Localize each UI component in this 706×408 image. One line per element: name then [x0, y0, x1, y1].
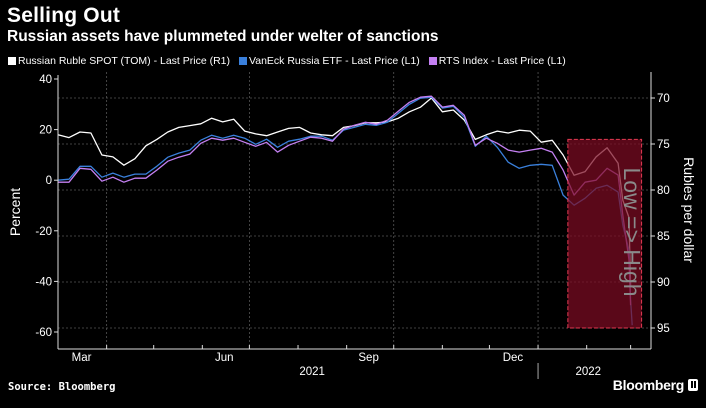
x-tick-label: Mar [72, 352, 92, 364]
y-left-tick-label: 40 [39, 74, 52, 86]
legend-item-etf: VanEck Russia ETF - Last Price (L1) [239, 55, 420, 67]
series-line-etf [57, 96, 633, 326]
chart-subtitle: Russian assets have plummeted under welt… [7, 28, 439, 45]
x-tick-label: Sep [358, 352, 378, 364]
legend: Russian Ruble SPOT (TOM) - Last Price (R… [8, 55, 566, 67]
y-left-tick-label: 0 [46, 175, 52, 187]
y-left-tick-label: -40 [35, 276, 52, 288]
bloomberg-mark-icon [688, 379, 698, 391]
x-tick-label: Jun [215, 352, 234, 364]
legend-item-ruble: Russian Ruble SPOT (TOM) - Last Price (R… [8, 55, 230, 67]
chart-title: Selling Out [7, 4, 121, 27]
y-right-tick-label: 75 [657, 139, 670, 151]
legend-item-rts: RTS Index - Last Price (L1) [428, 55, 566, 67]
x-tick-label: Dec [503, 352, 524, 364]
y-right-tick-label: 90 [657, 277, 670, 289]
low-high-annotation: Low => High [619, 167, 645, 296]
legend-label-etf: VanEck Russia ETF - Last Price (L1) [249, 55, 420, 67]
legend-label-rts: RTS Index - Last Price (L1) [438, 55, 566, 67]
brand-name: Bloomberg [612, 377, 685, 393]
highlight-box [567, 138, 643, 329]
axes [57, 72, 652, 350]
legend-swatch-rts [428, 57, 437, 65]
y-right-tick-label: 95 [657, 323, 670, 335]
legend-label-ruble: Russian Ruble SPOT (TOM) - Last Price (R… [18, 55, 230, 67]
bloomberg-logo: Bloomberg [613, 377, 698, 393]
x-year-label: 2022 [575, 366, 601, 378]
x-year-label: 2021 [299, 366, 325, 378]
legend-swatch-ruble [8, 57, 16, 65]
series-line-rts [58, 95, 632, 306]
source-note: Source: Bloomberg [8, 381, 116, 393]
y-right-axis-label: Rubles per dollar [681, 157, 697, 263]
y-left-tick-label: -60 [35, 327, 52, 339]
series-lines [57, 95, 633, 326]
y-left-tick-label: 20 [39, 125, 52, 137]
y-right-tick-label: 85 [657, 231, 670, 243]
y-left-axis-label: Percent [7, 188, 23, 236]
highlight-region [567, 138, 643, 329]
series-line-ruble [57, 97, 632, 287]
axis-ticks: 40 20 0 -20 -40 -60 70 75 80 85 90 95 Mar Jun Sep Dec 20… [35, 74, 670, 379]
y-right-tick-label: 70 [657, 93, 670, 105]
gridlines [58, 72, 651, 349]
y-right-tick-label: 80 [657, 185, 670, 197]
y-left-tick-label: -20 [35, 226, 52, 238]
legend-swatch-etf [239, 57, 247, 65]
